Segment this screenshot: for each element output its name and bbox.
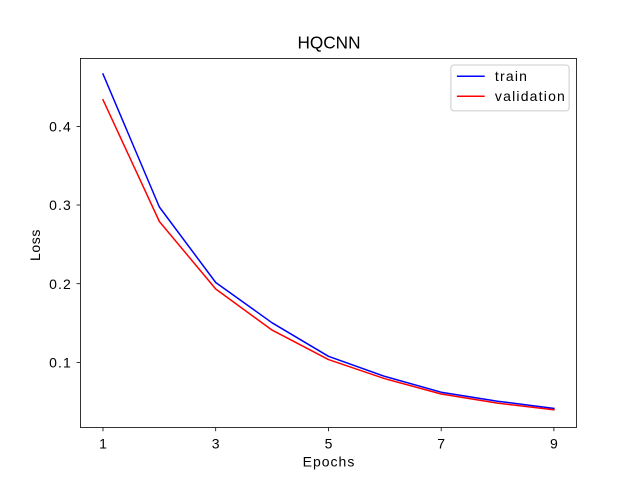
svg-text:validation: validation <box>495 88 566 104</box>
svg-text:Loss: Loss <box>27 229 43 261</box>
svg-text:7: 7 <box>437 436 445 452</box>
svg-text:HQCNN: HQCNN <box>297 33 360 53</box>
svg-text:3: 3 <box>212 436 220 452</box>
svg-text:0.1: 0.1 <box>49 355 72 371</box>
svg-text:train: train <box>495 68 528 84</box>
svg-text:Epochs: Epochs <box>303 454 356 470</box>
svg-text:0.2: 0.2 <box>49 276 72 292</box>
svg-text:1: 1 <box>99 436 107 452</box>
svg-text:9: 9 <box>550 436 558 452</box>
svg-text:0.3: 0.3 <box>49 197 72 213</box>
svg-text:0.4: 0.4 <box>49 119 72 135</box>
svg-text:5: 5 <box>325 436 333 452</box>
